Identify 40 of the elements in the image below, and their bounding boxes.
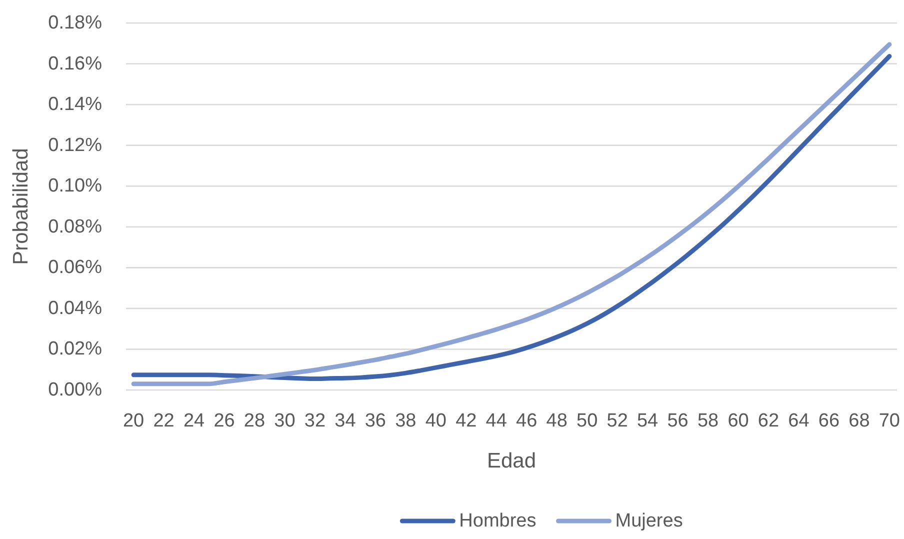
y-tick-label: 0.18%: [48, 12, 102, 34]
x-tick-label: 54: [636, 410, 659, 432]
y-tick-label: 0.04%: [48, 298, 102, 319]
x-tick-label: 26: [214, 410, 235, 432]
x-tick-label: 66: [818, 410, 840, 432]
x-tick-label: 32: [304, 410, 326, 432]
x-tick-label: 30: [274, 410, 296, 432]
x-tick-label: 34: [334, 410, 356, 432]
x-tick-label: 48: [546, 410, 568, 432]
x-tick-label: 50: [576, 410, 598, 432]
x-axis-title: Edad: [486, 450, 536, 472]
x-tick-label: 24: [183, 410, 206, 432]
y-axis-title: Probabilidad: [10, 148, 32, 265]
x-tick-label: 60: [728, 410, 749, 432]
x-tick-label: 62: [758, 410, 780, 432]
y-tick-label: 0.00%: [48, 380, 102, 400]
x-tick-label: 58: [697, 410, 719, 432]
y-tick-label: 0.12%: [48, 134, 102, 156]
y-tick-label: 0.06%: [48, 257, 102, 278]
y-tick-label: 0.16%: [48, 53, 102, 74]
x-tick-label: 42: [456, 410, 477, 432]
y-tick-label: 0.14%: [48, 94, 102, 116]
y-tick-label: 0.02%: [48, 338, 102, 360]
y-tick-label: 0.08%: [48, 216, 102, 238]
legend-label: Mujeres: [615, 510, 683, 532]
x-tick-label: 22: [153, 410, 174, 432]
x-tick-label: 38: [395, 410, 416, 432]
x-tick-label: 70: [878, 410, 900, 432]
x-tick-label: 56: [667, 410, 688, 432]
y-tick-label: 0.10%: [48, 176, 102, 197]
legend-label: Hombres: [459, 510, 536, 532]
x-tick-label: 68: [848, 410, 870, 432]
x-tick-label: 28: [244, 410, 266, 432]
x-tick-label: 52: [606, 410, 628, 432]
x-tick-label: 46: [516, 410, 538, 432]
x-tick-label: 36: [364, 410, 386, 432]
x-tick-label: 44: [486, 410, 508, 432]
x-tick-label: 64: [788, 410, 810, 432]
x-tick-label: 40: [425, 410, 446, 432]
x-tick-label: 20: [122, 410, 144, 432]
